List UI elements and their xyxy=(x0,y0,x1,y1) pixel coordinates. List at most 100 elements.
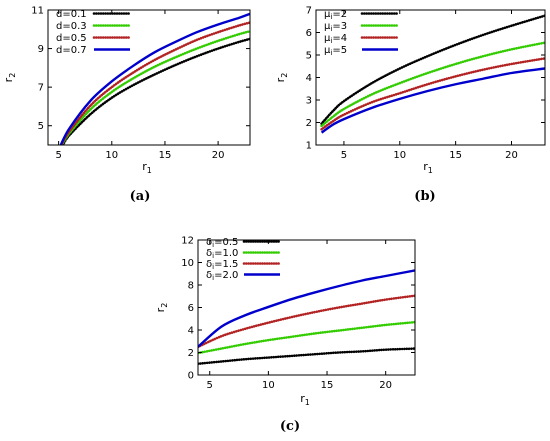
series-line-1 xyxy=(61,37,250,145)
y-tick-label: 6 xyxy=(188,303,194,314)
y-tick-label: 4 xyxy=(306,73,312,84)
legend-label-4: μi=5 xyxy=(324,45,347,57)
legend-label-sub: i xyxy=(212,263,214,271)
legend-label-main: δ xyxy=(206,248,212,259)
legend-label-main: μ xyxy=(324,9,331,20)
x-tick-label: 5 xyxy=(55,150,61,161)
series-line-4 xyxy=(198,269,415,348)
legend-label-main: d=0.1 xyxy=(56,9,87,20)
chart-panel-c: 5 10 15 20024681012r1r2δi=0.5δi=1.0δi=1.5δi… xyxy=(154,236,416,434)
plot-frame xyxy=(315,9,546,146)
x-axis-label-main: r xyxy=(142,160,147,173)
series-line-1 xyxy=(320,14,545,125)
x-axis-label: r1 xyxy=(142,160,152,175)
y-tick-label: 7 xyxy=(306,6,312,17)
x-tick-label: 5 xyxy=(207,380,213,391)
legend-label-3: μi=4 xyxy=(324,33,347,45)
y-tick-label: 9 xyxy=(38,44,44,55)
legend-label-sub: i xyxy=(212,241,214,249)
y-axis-label: r2 xyxy=(154,303,169,313)
legend-label-sub: i xyxy=(330,37,332,45)
legend-label-main: δ xyxy=(206,270,212,281)
series-line-2 xyxy=(198,320,415,355)
legend-label-suffix: =0.5 xyxy=(214,237,238,248)
series-line-3 xyxy=(198,294,415,349)
x-tick-label: 10 xyxy=(105,150,118,161)
series-line-2 xyxy=(320,41,545,128)
legend-label-suffix: =1.5 xyxy=(214,259,238,270)
legend-label-suffix: =1.0 xyxy=(214,248,238,259)
series-line-2 xyxy=(60,29,250,145)
y-axis-label-sub: 2 xyxy=(8,73,17,78)
series-line-4 xyxy=(320,67,545,134)
legend-label-1: d=0.1 xyxy=(56,9,87,20)
y-tick-label: 5 xyxy=(38,121,44,132)
series-line-3 xyxy=(320,57,545,131)
y-tick-label: 3 xyxy=(306,96,312,107)
legend-label-main: d=0.5 xyxy=(56,33,87,44)
legend-label-suffix: =3 xyxy=(332,21,347,32)
x-tick-label: 10 xyxy=(393,150,406,161)
legend-label-sub: i xyxy=(212,252,214,260)
x-tick-label: 15 xyxy=(449,150,462,161)
y-axis-label: r2 xyxy=(274,73,289,83)
legend-label-suffix: =2 xyxy=(332,9,347,20)
legend-label-suffix: =4 xyxy=(332,33,347,44)
plot-frame xyxy=(47,9,251,146)
legend-label-2: δi=1.0 xyxy=(206,248,238,260)
legend-label-suffix: =5 xyxy=(332,45,347,56)
x-axis-label-main: r xyxy=(300,392,305,405)
y-tick-label: 0 xyxy=(188,371,194,382)
y-tick-label: 4 xyxy=(188,326,194,337)
legend-label-3: d=0.5 xyxy=(56,33,87,44)
legend-label-main: μ xyxy=(324,45,331,56)
legend-label-1: μi=2 xyxy=(324,9,347,21)
series-line-3 xyxy=(59,21,250,145)
legend-label-main: d=0.7 xyxy=(56,45,87,56)
legend-label-3: δi=1.5 xyxy=(206,259,238,271)
y-axis-label-sub: 2 xyxy=(160,303,169,308)
x-tick-label: 10 xyxy=(262,380,275,391)
panel-caption: (a) xyxy=(130,189,151,204)
legend-label-4: δi=2.0 xyxy=(206,270,238,282)
y-tick-label: 1 xyxy=(306,141,312,152)
x-axis-label-sub: 1 xyxy=(305,398,310,407)
legend-label-4: d=0.7 xyxy=(56,45,87,56)
y-tick-label: 11 xyxy=(31,6,44,17)
y-tick-label: 5 xyxy=(306,51,312,62)
legend-label-sub: i xyxy=(330,25,332,33)
y-axis-label-main: r xyxy=(274,77,287,82)
legend-label-main: d=0.3 xyxy=(56,21,87,32)
legend-label-sub: i xyxy=(212,274,214,282)
y-tick-label: 2 xyxy=(188,348,194,359)
legend-label-main: μ xyxy=(324,21,331,32)
panel-caption: (b) xyxy=(414,189,435,204)
panel-caption: (c) xyxy=(280,419,300,434)
y-tick-label: 12 xyxy=(181,236,194,247)
x-tick-label: 20 xyxy=(212,150,225,161)
x-axis-label: r1 xyxy=(300,392,310,407)
legend-label-main: δ xyxy=(206,259,212,270)
x-axis-label: r1 xyxy=(423,160,433,175)
legend-label-1: δi=0.5 xyxy=(206,237,238,249)
legend-label-main: μ xyxy=(324,33,331,44)
y-axis-label-main: r xyxy=(154,307,167,312)
y-tick-label: 6 xyxy=(306,28,312,39)
y-tick-label: 10 xyxy=(181,258,194,269)
x-axis-label-sub: 1 xyxy=(147,166,152,175)
legend-label-sub: i xyxy=(330,49,332,57)
y-tick-label: 8 xyxy=(188,281,194,292)
legend-label-suffix: =2.0 xyxy=(214,270,238,281)
legend-label-sub: i xyxy=(330,13,332,21)
legend-label-main: δ xyxy=(206,237,212,248)
y-axis-label: r2 xyxy=(2,73,17,83)
y-axis-label-sub: 2 xyxy=(280,73,289,78)
x-axis-label-main: r xyxy=(423,160,428,173)
x-tick-label: 5 xyxy=(341,150,347,161)
y-axis-label-main: r xyxy=(2,77,15,82)
x-tick-label: 15 xyxy=(159,150,172,161)
series-line-4 xyxy=(59,12,250,145)
x-axis-label-sub: 1 xyxy=(428,166,433,175)
